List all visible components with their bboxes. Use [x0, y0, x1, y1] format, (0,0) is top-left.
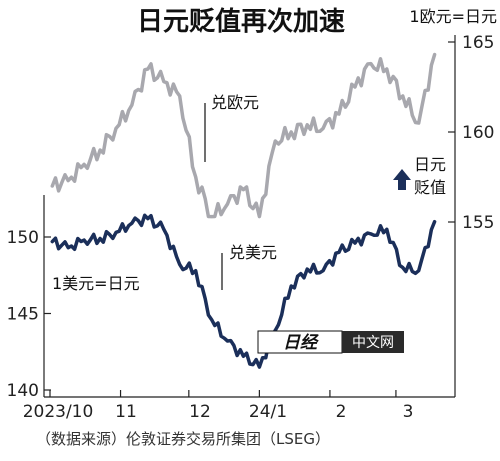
series-line-eur [50, 52, 437, 219]
arrow-label-line1: 日元 [414, 155, 446, 174]
right-tick-label: 165 [462, 33, 494, 53]
source-note: （数据来源）伦敦证券交易所集团（LSEG） [36, 430, 330, 448]
watermark-text: 中文网 [352, 335, 394, 351]
right-unit-label: 1欧元=日元 [409, 7, 497, 26]
left-tick-label: 140 [7, 381, 39, 401]
x-tick-label: 3 [403, 402, 414, 422]
x-axis-ticks: 2023/10 11 12 24/1 2 3 [23, 390, 414, 422]
series-line-usd [50, 213, 437, 369]
arrow-label-line2: 贬值 [414, 178, 446, 197]
x-tick-label: 24/1 [249, 402, 287, 422]
left-unit-label: 1美元=日元 [52, 274, 140, 293]
x-tick-label: 2 [336, 402, 347, 422]
series-label-eur: 兑欧元 [211, 93, 259, 112]
right-tick-label: 155 [462, 213, 494, 233]
nikkei-logo: 日经 [283, 333, 319, 353]
left-axis-ticks: 140 145 150 [7, 228, 51, 401]
x-tick-label: 2023/10 [23, 402, 94, 422]
x-tick-label: 11 [115, 402, 137, 422]
left-tick-label: 150 [7, 228, 39, 248]
right-axis-ticks: 155 160 165 [448, 33, 494, 233]
series-label-usd: 兑美元 [229, 243, 277, 262]
axes [43, 35, 456, 398]
up-arrow-icon [393, 169, 411, 190]
nikkei-watermark: 日经 中文网 [257, 330, 404, 354]
right-tick-label: 160 [462, 123, 494, 143]
yen-depreciation-annotation: 日元 贬值 [393, 155, 446, 197]
x-tick-label: 12 [189, 402, 211, 422]
chart-title: 日元贬值再次加速 [137, 7, 345, 37]
left-tick-label: 145 [7, 305, 39, 325]
